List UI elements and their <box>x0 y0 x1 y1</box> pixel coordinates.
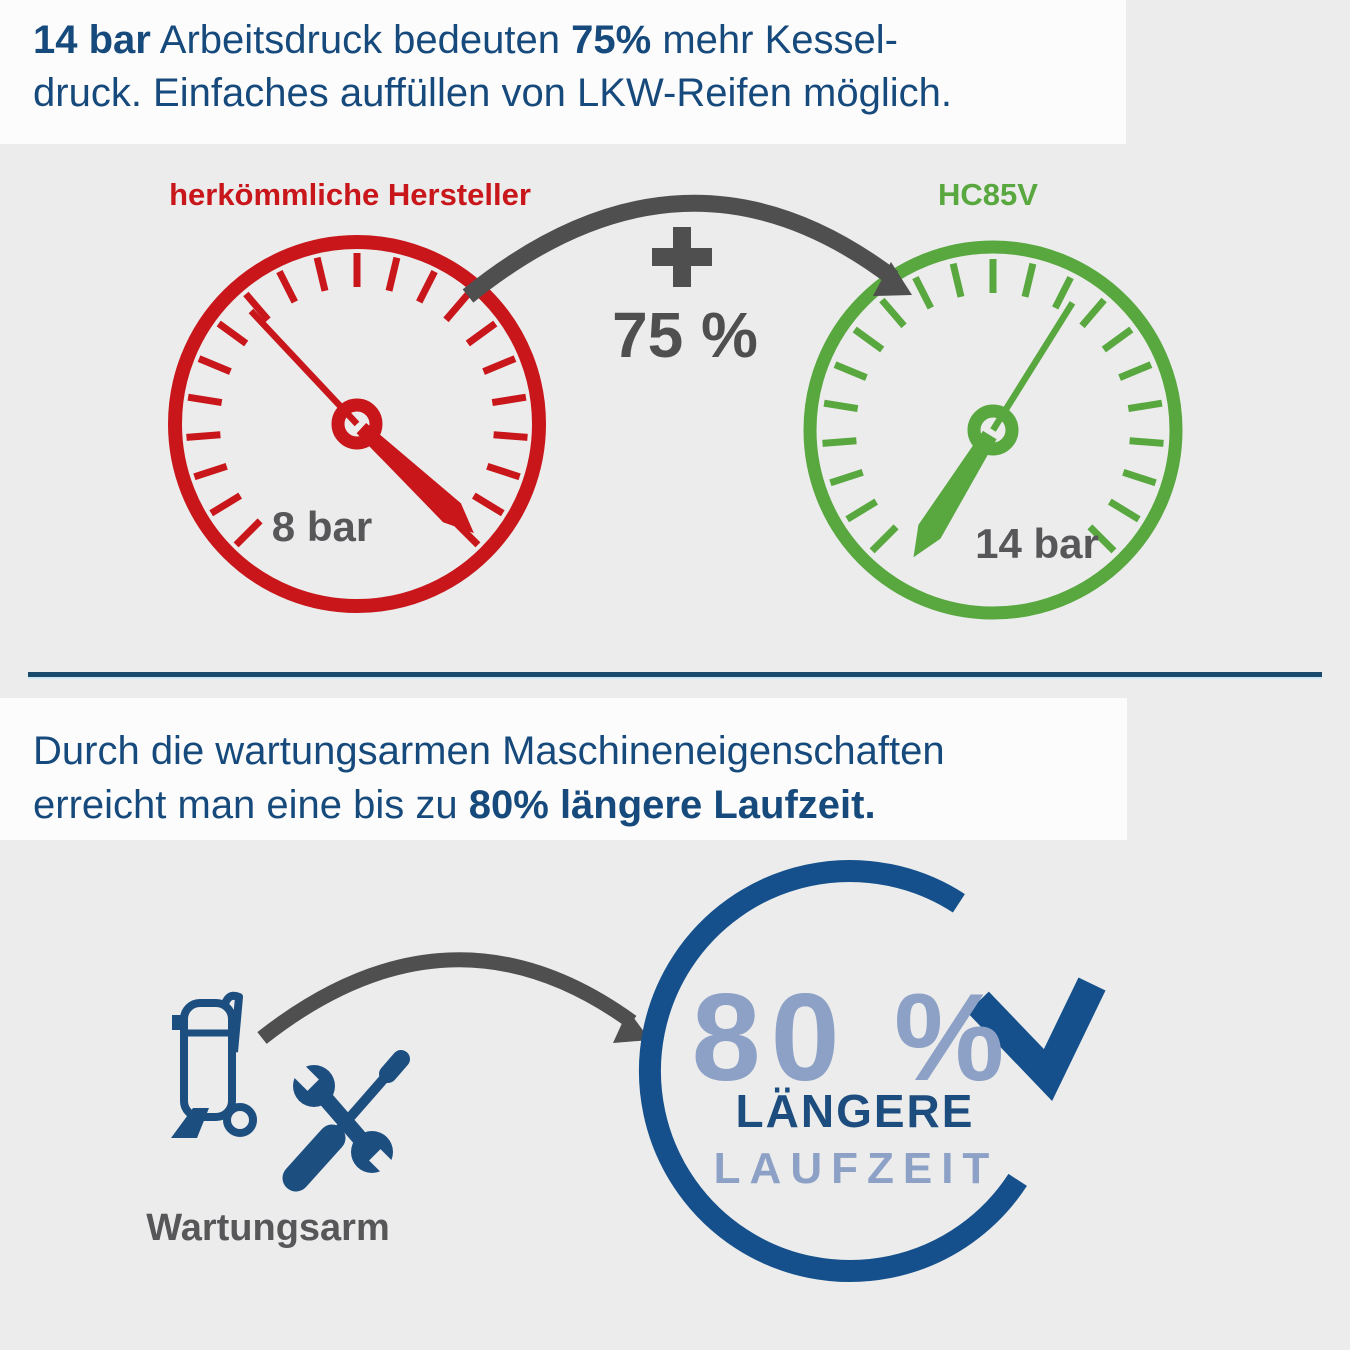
red-gauge-ticks <box>186 253 528 548</box>
gauge-tick <box>491 393 527 407</box>
green-gauge: HC85V 14 bar <box>803 177 1183 620</box>
header-line-1: 14 bar Arbeitsdruck bedeuten 75% mehr Ke… <box>33 14 1126 67</box>
screwdriver-tip <box>379 1050 410 1083</box>
compressor-valve <box>172 1015 184 1030</box>
gauge-tick <box>822 437 857 447</box>
gauge-tick <box>879 297 907 329</box>
gauge-tick <box>465 320 498 347</box>
compressor-foot <box>171 1108 209 1138</box>
gauge-tick <box>186 431 221 441</box>
header-panel: 14 bar Arbeitsdruck bedeuten 75% mehr Ke… <box>0 0 1126 144</box>
gauge-tick <box>1118 361 1153 381</box>
green-gauge-ring <box>803 240 1183 620</box>
header-line-2: druck. Einfaches auffüllen von LKW-Reife… <box>33 71 953 115</box>
section2-bold: 80% längere Laufzeit. <box>468 783 876 827</box>
gauge-tick <box>443 291 471 323</box>
right-gauge-label: HC85V <box>938 177 1038 212</box>
rotation-arrow-head <box>967 977 1106 1101</box>
gauge-tick <box>216 320 249 347</box>
curved-arrow-icon <box>257 952 650 1044</box>
gauge-tick <box>1021 262 1037 298</box>
gauge-tick <box>493 431 528 441</box>
gauge-tick <box>193 462 228 481</box>
green-gauge-ticks <box>822 259 1164 554</box>
gauge-tick <box>912 276 934 310</box>
gauge-tick <box>1122 468 1157 487</box>
wrench-jaw-bottom-notch <box>369 1149 406 1186</box>
section2-text: erreicht man eine bis zu <box>33 783 469 827</box>
gauge-tick <box>197 355 232 375</box>
gauge-tick <box>852 326 885 353</box>
gauge-tick <box>276 270 298 304</box>
gauge-tick <box>949 262 965 298</box>
gauge-tick <box>482 355 517 375</box>
gauge-tick <box>416 270 438 304</box>
gauge-tick <box>833 361 868 381</box>
gauge-tick <box>187 393 223 407</box>
green-gauge-hub <box>967 404 1019 456</box>
rotation-arrow-arc <box>639 860 1027 1283</box>
right-gauge-value: 14 bar <box>975 520 1099 567</box>
green-gauge-needle <box>913 430 997 558</box>
curved-arrow-arc <box>257 952 637 1044</box>
gauge-tick <box>845 498 879 523</box>
gauge-tick <box>471 492 505 517</box>
rotation-arrow-icon <box>639 860 1106 1283</box>
runtime-percent: 80 % <box>692 969 1015 1107</box>
curved-arrow-head <box>613 1010 650 1043</box>
gauge-tick <box>313 256 329 292</box>
curved-arrow-head <box>873 262 912 296</box>
header-bold-75: 75% <box>571 18 652 62</box>
compressor-tank <box>180 999 236 1121</box>
plus-percent-value: 75 % <box>612 299 758 371</box>
section2-line-2: erreicht man eine bis zu 80% längere Lau… <box>33 778 1127 832</box>
runtime-benefit-line1: LÄNGERE <box>736 1085 975 1137</box>
wrench-screwdriver-icon <box>281 1050 410 1192</box>
gauge-tick <box>1087 524 1117 554</box>
gauge-tick <box>823 399 859 413</box>
red-gauge-needle-tail <box>248 308 360 427</box>
red-gauge-hub <box>331 398 383 450</box>
left-gauge-label: herkömmliche Hersteller <box>169 177 531 212</box>
gauge-tick <box>1127 399 1163 413</box>
gauge-tick <box>486 462 521 481</box>
red-gauge: herkömmliche Hersteller 8 bar <box>168 177 546 613</box>
gauge-tick <box>1052 276 1074 310</box>
section2-panel: Durch die wartungsarmen Maschineneigensc… <box>0 698 1127 840</box>
gauge-tick <box>385 256 401 292</box>
runtime-benefit-line2: LAUFZEIT <box>714 1144 999 1193</box>
curved-arrow-arc <box>462 194 899 303</box>
curved-arrow-icon <box>462 194 912 303</box>
red-gauge-needle <box>356 423 474 534</box>
left-gauge-value: 8 bar <box>272 503 372 550</box>
gauge-tick <box>233 518 263 548</box>
gauge-tick <box>869 524 899 554</box>
header-text-1: Arbeitsdruck bedeuten <box>150 18 572 62</box>
compressor-handle <box>220 991 243 1053</box>
header-text-2: mehr Kessel- <box>651 18 898 62</box>
maintenance-label: Wartungsarm <box>146 1207 390 1249</box>
compressor-icon <box>171 991 257 1138</box>
gauge-tick <box>829 468 864 487</box>
header-bold-14bar: 14 bar <box>33 18 151 62</box>
gauge-tick <box>1129 437 1164 447</box>
gauge-tick <box>209 492 243 517</box>
section-divider <box>28 672 1322 679</box>
gauge-tick <box>1079 297 1107 329</box>
plus-vertical-bar <box>673 227 691 287</box>
compressor-wheel <box>223 1103 257 1137</box>
section2-line-1: Durch die wartungsarmen Maschineneigensc… <box>33 729 945 773</box>
wrench-jaw-top-notch <box>281 1054 319 1091</box>
gauge-tick <box>1101 326 1134 353</box>
gauge-tick <box>1107 498 1141 523</box>
red-gauge-ring <box>168 235 546 613</box>
plus-icon <box>652 227 712 287</box>
gauge-tick <box>243 291 271 323</box>
screwdriver-handle <box>282 1124 346 1192</box>
